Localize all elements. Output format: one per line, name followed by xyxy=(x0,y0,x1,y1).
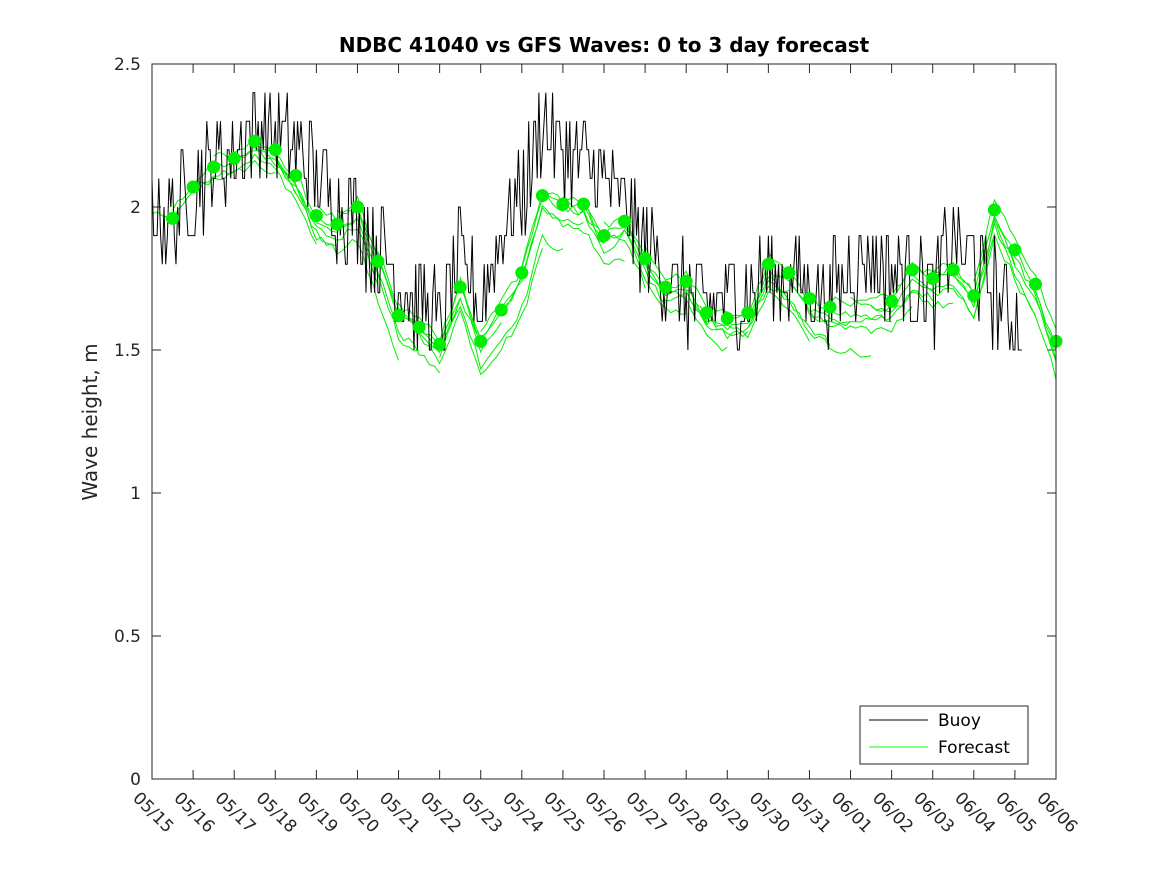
forecast-point xyxy=(207,160,221,174)
forecast-run-line xyxy=(192,153,317,245)
y-tick-label: 0.5 xyxy=(114,627,141,647)
forecast-point xyxy=(679,274,693,288)
forecast-point xyxy=(618,214,631,228)
forecast-run-line xyxy=(439,233,564,371)
forecast-point xyxy=(946,263,960,277)
forecast-run-line xyxy=(911,232,1036,319)
forecast-point xyxy=(515,266,529,280)
legend-buoy-label: Buoy xyxy=(938,711,981,731)
forecast-point xyxy=(535,189,549,203)
forecast-run-line xyxy=(993,220,1057,363)
y-tick-label: 0 xyxy=(130,770,141,790)
forecast-point xyxy=(577,197,590,211)
y-tick-label: 2 xyxy=(130,198,141,218)
forecast-point xyxy=(700,306,714,320)
buoy-series xyxy=(151,92,1022,351)
forecast-point xyxy=(309,209,323,223)
forecast-series-lines xyxy=(151,140,1057,380)
y-axis-label: Wave height, m xyxy=(78,343,102,500)
forecast-points xyxy=(166,134,1063,351)
y-axis-ticks: 0 0.5 1 1.5 2 2.5 xyxy=(114,55,1056,790)
forecast-point xyxy=(494,303,508,317)
forecast-run-line xyxy=(418,248,543,376)
forecast-point xyxy=(248,134,262,148)
forecast-point xyxy=(761,257,775,271)
forecast-point xyxy=(556,197,570,211)
forecast-run-line xyxy=(829,291,954,313)
forecast-point xyxy=(987,203,1001,217)
y-tick-label: 1 xyxy=(130,484,141,504)
forecast-point xyxy=(289,169,303,182)
forecast-point xyxy=(803,292,816,305)
forecast-run-line xyxy=(254,147,379,286)
forecast-point xyxy=(371,254,385,268)
forecast-point xyxy=(1008,243,1022,257)
forecast-point xyxy=(392,309,405,323)
forecast-point xyxy=(227,151,241,165)
forecast-point xyxy=(720,312,734,325)
chart-title: NDBC 41040 vs GFS Waves: 0 to 3 day fore… xyxy=(339,33,870,57)
forecast-point xyxy=(885,294,899,308)
legend-forecast-label: Forecast xyxy=(938,738,1010,758)
forecast-point xyxy=(638,252,652,265)
forecast-point xyxy=(967,289,981,303)
forecast-run-line xyxy=(665,276,790,331)
forecast-point xyxy=(741,306,755,320)
forecast-point xyxy=(330,217,344,231)
y-tick-label: 1.5 xyxy=(114,341,141,361)
legend: Buoy Forecast xyxy=(859,705,1029,765)
plot-area-frame xyxy=(151,63,1057,780)
forecast-run-line xyxy=(973,198,1057,330)
forecast-point xyxy=(166,211,179,225)
forecast-point xyxy=(659,280,673,294)
forecast-point xyxy=(782,266,796,280)
forecast-point xyxy=(453,280,467,294)
forecast-point xyxy=(186,180,200,194)
forecast-point xyxy=(1029,277,1042,291)
buoy-line xyxy=(151,92,1022,351)
forecast-point xyxy=(474,334,488,348)
forecast-run-line xyxy=(788,284,913,335)
forecast-point xyxy=(597,229,611,243)
forecast-run-line xyxy=(809,289,934,324)
forecast-point xyxy=(433,337,447,351)
y-tick-label: 2.5 xyxy=(114,55,141,75)
forecast-point xyxy=(412,320,426,334)
forecast-point xyxy=(268,143,282,157)
forecast-point xyxy=(351,200,364,214)
forecast-run-line xyxy=(747,279,872,358)
forecast-run-line xyxy=(233,149,358,233)
forecast-run-line xyxy=(500,204,625,314)
forecast-point xyxy=(823,300,837,314)
legend-box xyxy=(859,705,1029,765)
forecast-point xyxy=(926,272,940,285)
forecast-point xyxy=(905,263,919,277)
